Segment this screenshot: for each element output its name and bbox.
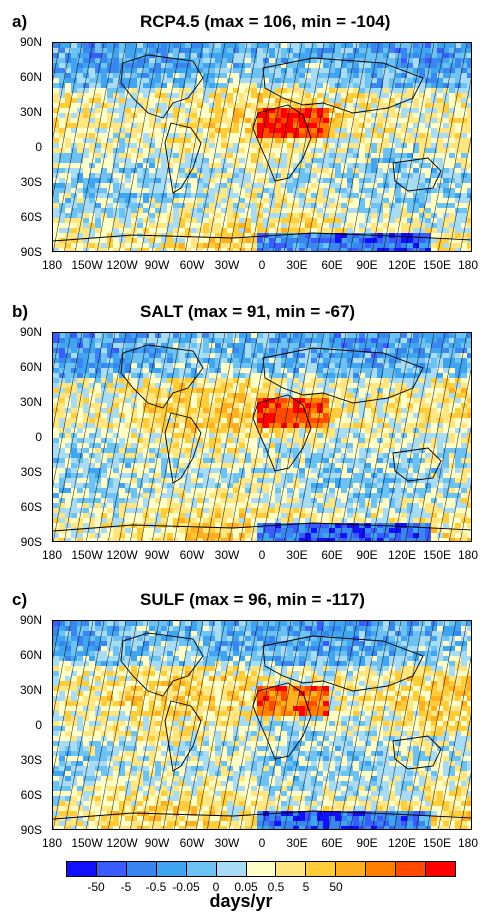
field-cells <box>53 333 472 542</box>
colorbar-swatch <box>306 862 336 876</box>
lon-tick: 90E <box>347 258 387 272</box>
lat-tick: 90N <box>6 614 42 626</box>
map-svg <box>53 621 472 830</box>
colorbar-swatch <box>157 862 187 876</box>
panel-label: b) <box>12 302 28 322</box>
lon-tick: 180 <box>32 258 72 272</box>
panel-c: c) SULF (max = 96, min = -117) 90N 60N 3… <box>0 590 482 860</box>
colorbar-swatch <box>187 862 217 876</box>
lat-tick: 60S <box>6 211 42 223</box>
panel-title: RCP4.5 (max = 106, min = -104) <box>140 12 390 32</box>
lon-tick: 180 <box>32 836 72 850</box>
panel-b: b) SALT (max = 91, min = -67) 90N 60N 30… <box>0 302 482 572</box>
lon-tick: 60W <box>172 258 212 272</box>
colorbar-swatch <box>276 862 306 876</box>
lat-tick: 0 <box>6 141 42 153</box>
colorbar-swatch <box>67 862 97 876</box>
map-field <box>52 332 472 542</box>
lat-tick: 90S <box>6 536 42 548</box>
lon-tick: 150W <box>67 258 107 272</box>
lat-tick: 0 <box>6 431 42 443</box>
lat-tick: 90N <box>6 326 42 338</box>
lat-tick: 90N <box>6 36 42 48</box>
lat-tick: 90S <box>6 824 42 836</box>
colorbar-units: days/yr <box>0 891 482 912</box>
lat-tick: 30S <box>6 754 42 766</box>
lon-tick: 120E <box>382 258 422 272</box>
lat-tick: 60S <box>6 501 42 513</box>
colorbar-swatch <box>336 862 366 876</box>
map-field <box>52 42 472 252</box>
lon-tick: 120E <box>382 836 422 850</box>
lon-tick: 120W <box>102 836 142 850</box>
lon-tick: 30W <box>207 258 247 272</box>
lon-tick: 0 <box>242 548 282 562</box>
lon-tick: 0 <box>242 258 282 272</box>
lat-tick: 60N <box>6 649 42 661</box>
lon-tick: 60W <box>172 548 212 562</box>
colorbar-swatch <box>396 862 426 876</box>
colorbar-swatch <box>127 862 157 876</box>
panel-title: SALT (max = 91, min = -67) <box>140 302 355 322</box>
lat-tick: 30S <box>6 466 42 478</box>
lat-tick: 60N <box>6 71 42 83</box>
colorbar-swatch <box>366 862 396 876</box>
panel-label: c) <box>12 590 27 610</box>
lon-tick: 0 <box>242 836 282 850</box>
map-svg <box>53 333 472 542</box>
colorbar-swatch <box>97 862 127 876</box>
lat-tick: 90S <box>6 246 42 258</box>
lon-tick: 90E <box>347 836 387 850</box>
lon-tick: 150W <box>67 548 107 562</box>
field-cells <box>53 43 472 252</box>
lon-tick: 30W <box>207 548 247 562</box>
colorbar-swatch <box>217 862 247 876</box>
lon-tick: 180 <box>32 548 72 562</box>
lon-tick: 120E <box>382 548 422 562</box>
map-svg <box>53 43 472 252</box>
lon-tick: 60W <box>172 836 212 850</box>
lon-tick: 30E <box>277 836 317 850</box>
lon-tick: 90W <box>137 258 177 272</box>
lon-tick: 120W <box>102 258 142 272</box>
panel-title: SULF (max = 96, min = -117) <box>140 590 365 610</box>
colorbar-swatch <box>426 862 455 876</box>
lat-tick: 30S <box>6 176 42 188</box>
colorbar-swatch <box>247 862 277 876</box>
lon-tick: 30W <box>207 836 247 850</box>
lon-tick: 60E <box>312 548 352 562</box>
lon-tick: 60E <box>312 258 352 272</box>
colorbar <box>66 861 456 877</box>
lat-tick: 60S <box>6 789 42 801</box>
lon-tick: 90W <box>137 836 177 850</box>
lon-tick: 90E <box>347 548 387 562</box>
lat-tick: 30N <box>6 684 42 696</box>
lat-tick: 60N <box>6 361 42 373</box>
lon-tick: 60E <box>312 836 352 850</box>
lon-tick: 120W <box>102 548 142 562</box>
lat-tick: 30N <box>6 106 42 118</box>
lon-tick: 30E <box>277 548 317 562</box>
lon-tick: 180 <box>448 258 482 272</box>
lon-tick: 180 <box>448 548 482 562</box>
lon-tick: 90W <box>137 548 177 562</box>
lon-tick: 30E <box>277 258 317 272</box>
panel-label: a) <box>12 12 27 32</box>
lat-tick: 30N <box>6 396 42 408</box>
map-field <box>52 620 472 830</box>
lat-tick: 0 <box>6 719 42 731</box>
field-cells <box>53 621 472 830</box>
lon-tick: 180 <box>448 836 482 850</box>
lon-tick: 150W <box>67 836 107 850</box>
panel-a: a) RCP4.5 (max = 106, min = -104) 90N 60… <box>0 12 482 282</box>
